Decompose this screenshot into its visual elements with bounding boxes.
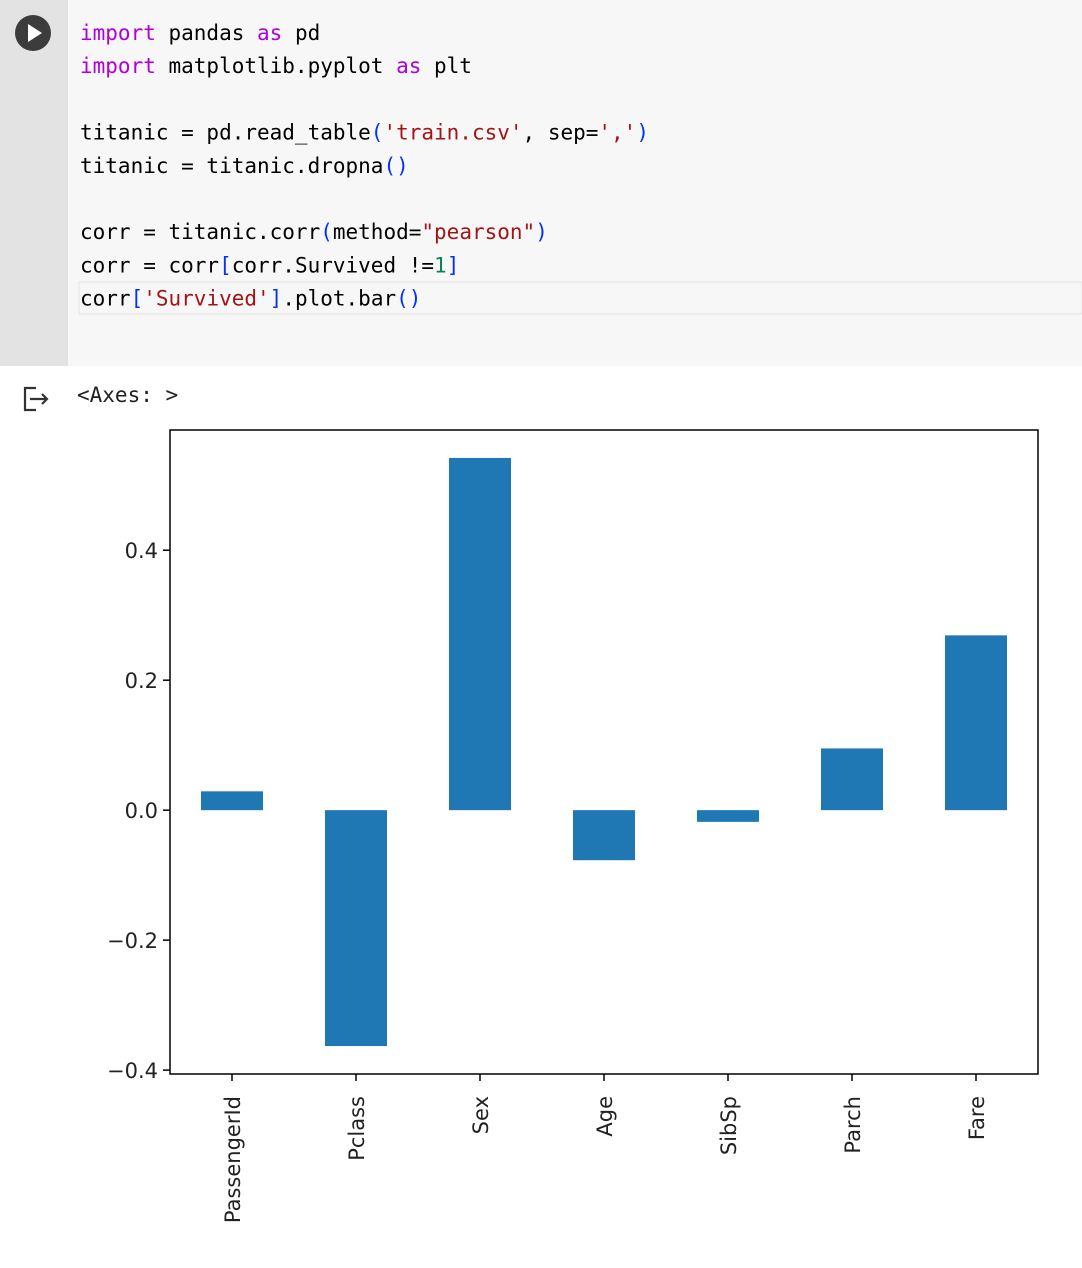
bar bbox=[201, 791, 263, 811]
output-text: <Axes: > bbox=[77, 383, 178, 407]
code-token: ( bbox=[320, 220, 333, 244]
y-tick-label: 0.0 bbox=[125, 799, 158, 823]
code-token: () bbox=[383, 154, 408, 178]
code-token: [ bbox=[131, 287, 144, 311]
y-tick-label: 0.4 bbox=[125, 539, 158, 563]
code-token: .plot.bar bbox=[282, 287, 396, 311]
code-cell bbox=[0, 0, 1082, 366]
x-tick-label: SibSp bbox=[717, 1096, 741, 1155]
x-tick-label: Pclass bbox=[345, 1096, 369, 1161]
code-line: corr = titanic.corr(method="pearson") bbox=[80, 220, 548, 244]
bar bbox=[325, 810, 387, 1047]
code-token: "pearson" bbox=[421, 220, 535, 244]
code-line: corr['Survived'].plot.bar() bbox=[80, 287, 421, 311]
code-token: corr.Survived != bbox=[232, 253, 434, 277]
code-line: titanic = pd.read_table('train.csv', sep… bbox=[80, 121, 649, 145]
x-tick-label: PassengerId bbox=[221, 1096, 245, 1223]
x-tick-label: Parch bbox=[841, 1096, 865, 1154]
code-token: import bbox=[80, 21, 156, 45]
x-tick-label: Sex bbox=[469, 1096, 493, 1134]
output-icon bbox=[23, 386, 49, 412]
code-token: ] bbox=[270, 287, 283, 311]
bar bbox=[945, 635, 1007, 811]
code-token: method= bbox=[333, 220, 422, 244]
code-token: 1 bbox=[434, 253, 447, 277]
code-token: corr = titanic.corr bbox=[80, 220, 320, 244]
code-token: , sep= bbox=[523, 121, 599, 145]
code-line: titanic = titanic.dropna() bbox=[80, 154, 409, 178]
code-token: ) bbox=[636, 121, 649, 145]
code-token: plt bbox=[421, 54, 472, 78]
cell-gutter bbox=[0, 0, 68, 366]
code-token: ] bbox=[447, 253, 460, 277]
code-line: import pandas as pd bbox=[80, 21, 320, 45]
code-token: corr bbox=[80, 287, 131, 311]
code-token: as bbox=[396, 54, 421, 78]
bar bbox=[697, 810, 759, 822]
code-token: titanic = titanic.dropna bbox=[80, 154, 383, 178]
code-token: pandas bbox=[156, 21, 257, 45]
x-tick-label: Age bbox=[593, 1096, 617, 1137]
code-token: titanic = pd.read_table bbox=[80, 121, 371, 145]
code-token: [ bbox=[219, 253, 232, 277]
code-token: ) bbox=[535, 220, 548, 244]
code-token: ',' bbox=[598, 121, 636, 145]
y-tick-label: −0.4 bbox=[107, 1059, 158, 1083]
code-token: matplotlib.pyplot bbox=[156, 54, 396, 78]
code-line: import matplotlib.pyplot as plt bbox=[80, 54, 472, 78]
code-line: corr = corr[corr.Survived !=1] bbox=[80, 253, 459, 277]
axes-frame bbox=[169, 429, 1039, 1075]
current-line bbox=[78, 281, 1082, 315]
code-token: ( bbox=[371, 121, 384, 145]
code-token: import bbox=[80, 54, 156, 78]
bar bbox=[449, 457, 511, 811]
code-token: 'Survived' bbox=[143, 287, 269, 311]
code-token: corr = corr bbox=[80, 253, 219, 277]
code-token: pd bbox=[282, 21, 320, 45]
bar bbox=[821, 748, 883, 811]
y-tick-label: −0.2 bbox=[107, 929, 158, 953]
run-icon bbox=[28, 24, 42, 42]
x-tick-label: Fare bbox=[965, 1096, 989, 1140]
code-token: 'train.csv' bbox=[383, 121, 522, 145]
bar bbox=[573, 810, 635, 861]
code-token: () bbox=[396, 287, 421, 311]
code-token: as bbox=[257, 21, 282, 45]
y-tick-label: 0.2 bbox=[125, 669, 158, 693]
